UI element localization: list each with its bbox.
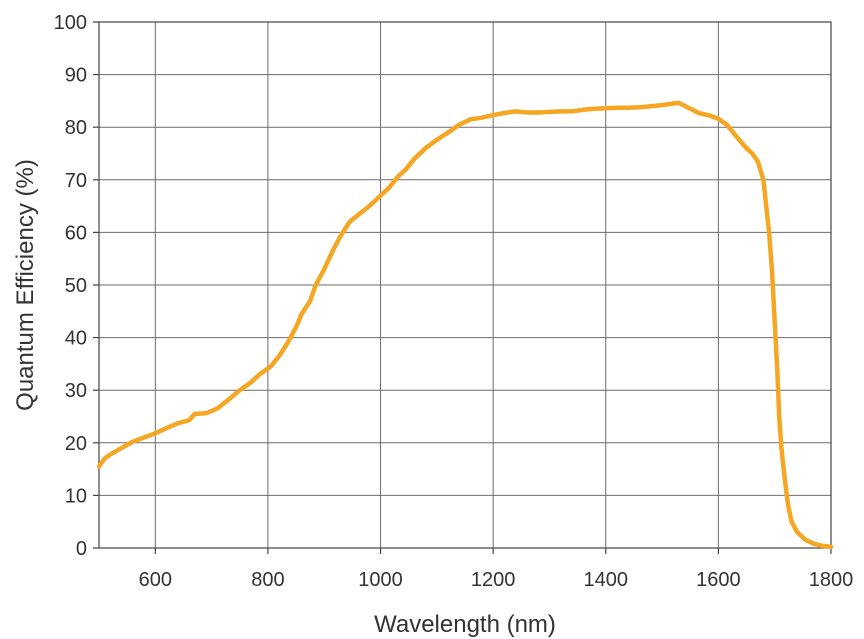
y-tick-label: 40 [65,328,87,350]
x-tick-label: 800 [251,569,284,591]
y-axis-tick-labels: 0 10 20 30 40 50 60 70 80 90 100 [54,12,87,560]
x-axis-label: Wavelength (nm) [374,611,556,638]
x-tick-label: 1600 [696,569,741,591]
y-tick-label: 100 [54,12,87,34]
y-tick-label: 0 [76,538,87,560]
x-tick-label: 600 [139,569,172,591]
grid-lines [99,22,831,548]
y-tick-label: 70 [65,170,87,192]
axis-ticks [93,21,832,554]
y-axis-label: Quantum Efficiency (%) [12,159,39,411]
y-tick-label: 30 [65,380,87,402]
y-tick-label: 50 [65,275,87,297]
qe-series-line [96,100,834,550]
y-tick-label: 10 [65,485,87,507]
x-tick-label: 1000 [358,569,403,591]
x-axis-tick-labels: 600 800 1000 1200 1400 1600 1800 [139,569,854,591]
y-tick-label: 60 [65,222,87,244]
y-tick-label: 90 [65,65,87,87]
x-tick-label: 1400 [584,569,629,591]
series-layer [96,100,834,550]
x-tick-label: 1800 [809,569,854,591]
y-tick-label: 80 [65,117,87,139]
y-tick-label: 20 [65,433,87,455]
x-tick-label: 1200 [471,569,516,591]
